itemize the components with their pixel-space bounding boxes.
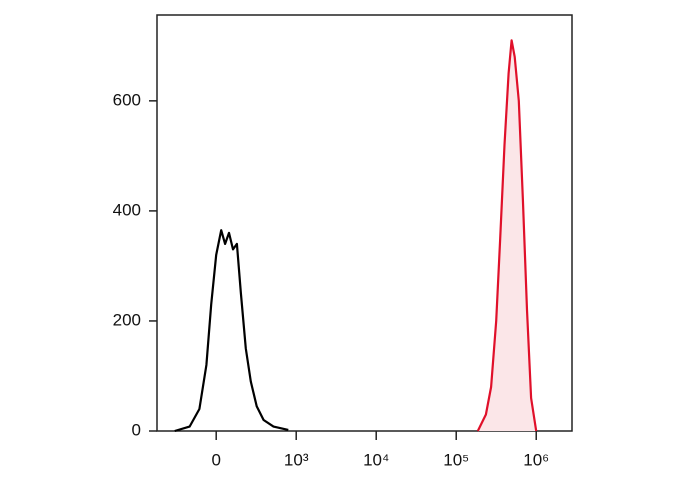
x-tick-label: 10⁴: [363, 450, 389, 469]
y-tick-label: 600: [113, 90, 141, 109]
x-tick-label: 10⁶: [523, 450, 549, 469]
x-tick-label: 0: [211, 450, 220, 469]
y-tick-label: 200: [113, 310, 141, 329]
y-tick-label: 400: [113, 200, 141, 219]
x-tick-label: 10³: [284, 450, 309, 469]
y-tick-label: 0: [132, 420, 141, 439]
histogram-line: [476, 39, 538, 432]
histogram-line: [174, 229, 289, 433]
plot-frame: [156, 14, 573, 432]
x-tick-label: 10⁵: [443, 450, 469, 469]
histogram-fill: [477, 40, 537, 432]
